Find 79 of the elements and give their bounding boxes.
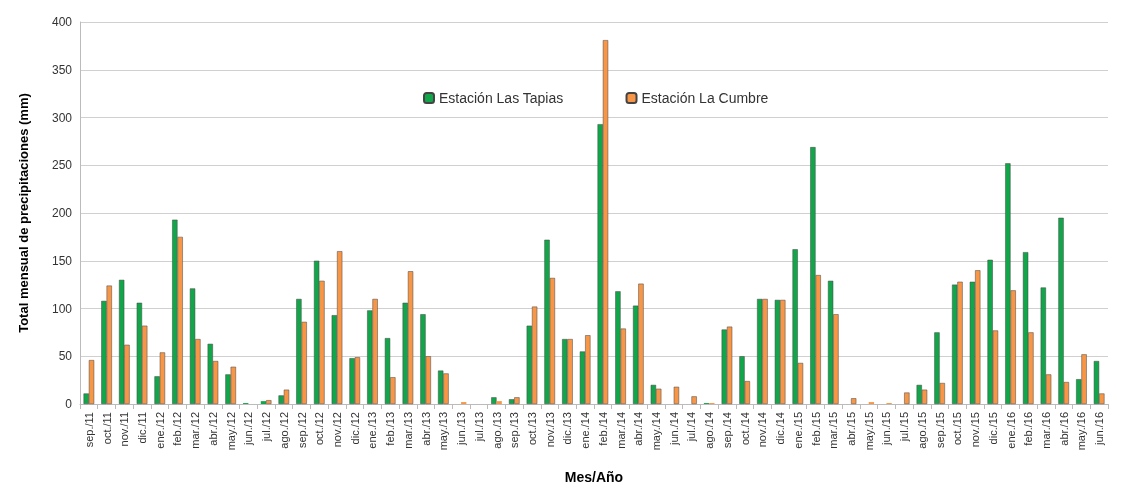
x-tick-label: ene./15 xyxy=(791,412,804,449)
bar xyxy=(673,386,680,404)
x-tick-label: jun./14 xyxy=(667,412,680,447)
x-tick-label: may./15 xyxy=(862,412,875,451)
x-tick-label: mar./12 xyxy=(189,412,202,449)
x-tick-label: ene./12 xyxy=(153,412,166,449)
x-tick-label: may./14 xyxy=(650,412,663,451)
x-tick-label: nov./14 xyxy=(756,412,769,448)
x-tick-label: dic./15 xyxy=(986,412,999,445)
y-tick-label: 0 xyxy=(65,397,73,411)
x-tick-label: oct./15 xyxy=(951,412,964,446)
x-tick-label: may./16 xyxy=(1075,412,1088,451)
y-tick-label: 250 xyxy=(51,158,73,173)
x-tick-label: may./13 xyxy=(437,412,450,451)
bar xyxy=(260,401,267,404)
x-tick-label: nov./12 xyxy=(331,412,343,448)
x-tick-label: mar./15 xyxy=(827,412,840,449)
x-tick-label: jul./15 xyxy=(898,412,911,443)
x-tick-label: abr./13 xyxy=(419,412,432,446)
x-tick-label: nov./11 xyxy=(118,412,131,447)
x-tick-label: abr./12 xyxy=(206,412,219,446)
x-tick-label: sep./14 xyxy=(720,412,733,449)
x-tick-label: sep./12 xyxy=(295,412,308,449)
x-tick-label: sep./11 xyxy=(82,412,95,448)
x-axis-title: Mes/Año xyxy=(564,469,624,485)
x-tick-label: ene./16 xyxy=(1004,412,1017,449)
bar xyxy=(904,392,910,404)
x-tick-label: jun./12 xyxy=(242,412,255,447)
x-tick-label: mar./14 xyxy=(614,412,627,449)
y-tick-label: 350 xyxy=(51,62,73,77)
x-tick-label: feb./14 xyxy=(596,412,609,446)
x-tick-label: dic./11 xyxy=(136,412,149,444)
x-tick-label: feb./16 xyxy=(1022,412,1035,446)
x-tick-label: oct./11 xyxy=(100,412,113,445)
x-tick-label: mar./16 xyxy=(1039,412,1052,449)
x-tick-label: feb./12 xyxy=(171,412,184,446)
x-tick-label: oct./12 xyxy=(313,412,326,446)
x-tick-label: may./12 xyxy=(224,412,237,451)
x-tick-label: feb./13 xyxy=(384,412,397,446)
x-tick-label: jun./13 xyxy=(455,412,468,447)
y-tick-label: 300 xyxy=(51,110,73,125)
x-tick-label: jun./16 xyxy=(1093,412,1106,447)
x-tick-label: abr./15 xyxy=(845,412,857,446)
y-tick-label: 400 xyxy=(51,15,73,29)
x-tick-label: ago./14 xyxy=(703,412,716,449)
x-tick-label: jul./14 xyxy=(685,412,698,443)
x-tick-label: abr./16 xyxy=(1057,412,1070,446)
y-tick-label: 200 xyxy=(51,206,73,220)
y-tick-label: 50 xyxy=(58,349,73,364)
x-tick-label: sep./13 xyxy=(508,412,521,449)
bar xyxy=(851,398,857,404)
x-tick-label: oct./14 xyxy=(738,412,751,446)
x-tick-label: ene./14 xyxy=(579,412,592,449)
x-tick-label: jul./13 xyxy=(472,412,485,443)
x-tick-label: sep./15 xyxy=(933,412,946,449)
x-tick-label: dic./13 xyxy=(561,412,574,445)
bar xyxy=(691,396,697,404)
x-tick-label: mar./13 xyxy=(401,412,414,449)
x-tick-label: jul./12 xyxy=(260,412,273,443)
x-tick-label: nov./13 xyxy=(543,412,556,448)
x-tick-label: ago./12 xyxy=(277,412,290,449)
x-tick-label: ene./13 xyxy=(366,412,379,449)
x-tick-label: dic./12 xyxy=(348,412,361,445)
bar xyxy=(491,397,497,404)
x-tick-label: ago./15 xyxy=(915,412,928,449)
legend-label: Estación Las Tapias xyxy=(439,90,564,106)
bar xyxy=(266,400,272,404)
x-tick-label: feb./15 xyxy=(809,412,822,446)
y-tick-label: 100 xyxy=(51,301,73,316)
legend-label: Estación La Cumbre xyxy=(641,90,769,106)
x-tick-label: dic./14 xyxy=(774,412,787,445)
y-axis-title: Total mensual de precipitaciones (mm) xyxy=(16,93,31,333)
x-tick-label: abr./14 xyxy=(632,412,645,446)
x-tick-label: ago./13 xyxy=(490,412,503,449)
y-tick-label: 150 xyxy=(51,253,73,268)
bar xyxy=(496,401,502,404)
x-tick-label: oct./13 xyxy=(525,412,538,446)
x-tick-label: nov./15 xyxy=(969,412,982,448)
x-tick-label: jun./15 xyxy=(880,412,893,447)
